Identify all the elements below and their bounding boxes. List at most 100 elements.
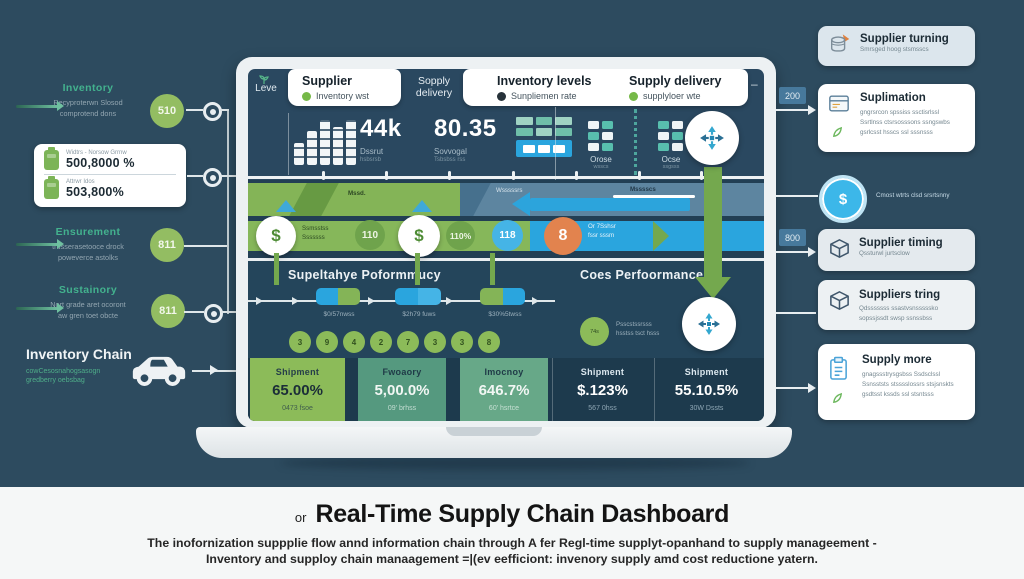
down-stem [415,253,420,285]
cell [588,121,599,129]
chain-title: Inventory Chain [26,346,132,362]
left-arrowhead-icon [512,192,530,216]
chain-line: gredberry oebsbag [26,377,85,384]
dark-dot-icon [497,91,506,101]
connector-line [221,311,237,313]
truck-icon [128,348,190,394]
stat-44k: 44k Dssrut hsbsrsb [360,115,402,163]
connector-line [227,110,229,314]
card-title: Shipment [684,367,729,377]
currency-node: $ [819,175,867,223]
leve-label: Leve [255,83,277,94]
callout-line: Smrsged hoog stsmsscs [860,46,929,53]
metric-texts: Attrwr Idos 503,800% [66,179,124,199]
cell [658,121,669,129]
tab-subtitle: Sunpliemen rate [497,91,592,101]
connector-line [220,175,237,177]
arrowhead-icon [808,105,816,115]
perf-dot: 2 [370,331,392,353]
leaf-icon [831,126,844,144]
axis-arrow-icon [292,297,299,305]
cell [588,132,599,140]
down-stem [274,253,279,285]
tab-supply-delivery-2[interactable]: Supply delivery supplyloer wte [629,74,721,101]
orders-label-block: Orose wsscs [578,155,624,170]
divider [288,113,289,175]
green-arrowhead-icon [653,221,669,251]
cost-badge: 74s [580,317,609,346]
stat-sublabel: Tsbsbss rss [434,157,466,163]
stat-sublabel: hsbsrsb [360,157,382,163]
cell [588,143,599,151]
cell [602,143,613,151]
stat-value: 80.35 [434,115,497,142]
cost-caption: Psscstssrsss hsstss tsct hsss [616,320,659,338]
tab-line: delivery [415,87,453,99]
tab-supply-delivery[interactable]: Sopply delivery [403,75,465,99]
pill-half [502,288,525,305]
divider [248,258,764,261]
up-arrow-icon [276,200,296,212]
grid-label: Ocse [661,155,681,164]
down-stem [490,253,495,285]
pill-half [316,288,338,305]
table-icon [516,117,572,157]
minimize-button[interactable]: – [751,77,758,91]
cell [602,121,613,129]
caption-line: Psscstssrsss [616,321,652,328]
metric-label: Attrwr Idos [66,179,95,185]
battery-icon [44,176,59,199]
page-title: Real-Time Supply Chain Dashboard [315,500,730,528]
inventory-chain-block: Inventory Chain cowCesosnahogsasogn gred… [26,346,146,384]
callout-texts: Supplier turning Smrsged hoog stsmsscs [860,33,949,66]
stat-label: Sovvogal [434,147,467,156]
card-title: Fwoaory [382,367,422,377]
tick [385,171,388,180]
callout-line: gsrlcsst hsscs ssl sssnsss [860,129,933,136]
left-arrow-icon [16,303,64,313]
tab-group: Inventory levels Sunpliemen rate Supply … [463,69,748,106]
cell [516,128,533,136]
node-118: 118 [492,220,523,251]
section-line: aw gren toet obcte [57,311,119,320]
laptop-notch [446,427,542,436]
segment-pill [395,288,441,305]
connector-line [184,311,204,313]
pill-half [418,288,441,305]
cell [672,143,683,151]
tag-800: 800 [779,229,806,246]
bar [333,127,343,165]
metric-row: Attrwr Idos 503,800% [34,176,186,202]
card-title: Imocnoy [484,367,524,377]
distribution-hub-icon [685,111,739,165]
distribution-hub-icon [682,297,736,351]
caption-title-row: or Real-Time Supply Chain Dashboard [0,500,1024,529]
badge-811b: 811 [151,294,185,328]
down-arrowhead-icon [695,277,731,299]
connector-line [776,109,810,111]
tab-subtitle: Inventory wst [302,91,401,101]
metric-value: 500,8000 % [66,156,135,170]
section-line: trusserasetooce drock [52,242,124,251]
caption-line: The inofornization suppplie flow annd in… [147,536,877,550]
tab-inventory-levels[interactable]: Inventory levels Sunpliemen rate [497,74,592,101]
connector-line [776,195,818,197]
segment-pill [316,288,360,305]
clipboard-icon [828,356,849,386]
left-arrow-body [530,198,690,211]
bar-chart-icon [294,119,356,165]
card-sub: 09' brhss [387,405,417,412]
left-arrow-icon [16,101,64,111]
tab-supplier[interactable]: Supplier Inventory wst [288,69,401,106]
stat-label: Dssrut [360,147,384,156]
cell [553,144,565,153]
table-bottom-band [516,140,572,157]
perf-dot: 8 [478,331,500,353]
badge-811: 811 [150,228,184,262]
caption-band: or Real-Time Supply Chain Dashboard The … [0,487,1024,579]
card-title: Shipment [275,367,320,377]
cell [672,121,683,129]
bar [294,143,304,165]
caption-line: Inventory and supploy chain manaagement … [206,552,818,566]
